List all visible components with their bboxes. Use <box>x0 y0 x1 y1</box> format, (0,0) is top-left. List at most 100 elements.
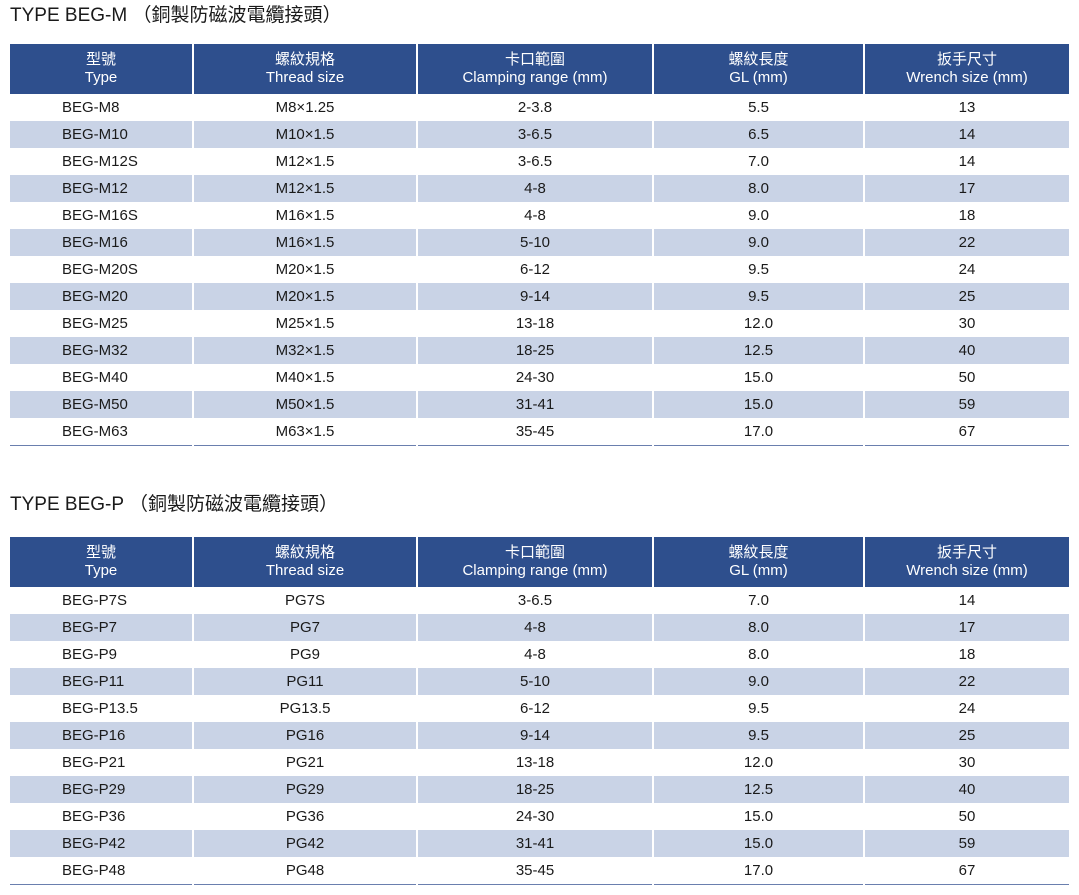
cell-thread-size: PG13.5 <box>192 695 418 722</box>
cell-wrench-size: 14 <box>863 587 1069 614</box>
cell-gl: 9.5 <box>652 695 865 722</box>
table-row: BEG-M16 M16×1.5 5-10 9.0 22 <box>10 229 1069 256</box>
section-title-beg-p: TYPE BEG-P （銅製防磁波電纜接頭） <box>10 494 338 515</box>
header-label-zh: 螺紋規格 <box>274 51 335 68</box>
cell-wrench-size: 18 <box>863 202 1069 229</box>
cell-gl: 5.5 <box>652 94 865 121</box>
table-row: BEG-M12 M12×1.5 4-8 8.0 17 <box>10 175 1069 202</box>
cell-type: BEG-P21 <box>10 749 194 776</box>
header-label-zh: 扳手尺寸 <box>936 544 997 561</box>
cell-gl: 8.0 <box>652 175 865 202</box>
cell-clamping-range: 9-14 <box>416 722 654 749</box>
header-row: 型號 Type 螺紋規格 Thread size 卡口範圍 Clamping range … <box>10 44 1069 94</box>
table-row: BEG-M10 M10×1.5 3-6.5 6.5 14 <box>10 121 1069 148</box>
cell-clamping-range: 18-25 <box>416 776 654 803</box>
cell-thread-size: M12×1.5 <box>192 148 418 175</box>
cell-thread-size: M50×1.5 <box>192 391 418 418</box>
column-header-wrench-size: 扳手尺寸 Wrench size (mm) <box>863 44 1069 94</box>
cell-gl: 7.0 <box>652 587 865 614</box>
cell-clamping-range: 5-10 <box>416 229 654 256</box>
cell-clamping-range: 4-8 <box>416 614 654 641</box>
cell-clamping-range: 4-8 <box>416 202 654 229</box>
cell-wrench-size: 17 <box>863 175 1069 202</box>
cell-type: BEG-P9 <box>10 641 194 668</box>
cell-gl: 15.0 <box>652 364 865 391</box>
cell-thread-size: M16×1.5 <box>192 229 418 256</box>
section-title-beg-m: TYPE BEG-M （銅製防磁波電纜接頭） <box>10 5 342 26</box>
cell-type: BEG-M20 <box>10 283 194 310</box>
cell-wrench-size: 59 <box>863 830 1069 857</box>
cell-gl: 12.0 <box>652 749 865 776</box>
cell-gl: 9.0 <box>652 668 865 695</box>
cell-type: BEG-P16 <box>10 722 194 749</box>
cell-thread-size: PG29 <box>192 776 418 803</box>
header-label-en: Clamping range (mm) <box>462 69 608 86</box>
cell-gl: 12.0 <box>652 310 865 337</box>
cell-wrench-size: 67 <box>863 418 1069 446</box>
cell-gl: 15.0 <box>652 830 865 857</box>
cell-thread-size: M32×1.5 <box>192 337 418 364</box>
cell-wrench-size: 59 <box>863 391 1069 418</box>
cell-type: BEG-M20S <box>10 256 194 283</box>
cell-clamping-range: 2-3.8 <box>416 94 654 121</box>
table-row: BEG-M63 M63×1.5 35-45 17.0 67 <box>10 418 1069 446</box>
table-row: BEG-P13.5 PG13.5 6-12 9.5 24 <box>10 695 1069 722</box>
cell-wrench-size: 22 <box>863 668 1069 695</box>
header-label-en: Thread size <box>265 69 345 86</box>
cell-type: BEG-M63 <box>10 418 194 446</box>
cell-clamping-range: 13-18 <box>416 310 654 337</box>
cell-type: BEG-M25 <box>10 310 194 337</box>
cell-gl: 9.5 <box>652 722 865 749</box>
spec-table-beg-m: 型號 Type 螺紋規格 Thread size 卡口範圍 Clamping range … <box>10 44 1069 446</box>
cell-type: BEG-M16 <box>10 229 194 256</box>
cell-thread-size: PG48 <box>192 857 418 885</box>
cell-wrench-size: 25 <box>863 722 1069 749</box>
cell-thread-size: M12×1.5 <box>192 175 418 202</box>
cell-gl: 6.5 <box>652 121 865 148</box>
header-label-zh: 型號 <box>85 51 116 68</box>
header-label-zh: 型號 <box>85 544 116 561</box>
cell-type: BEG-M32 <box>10 337 194 364</box>
header-label-zh: 螺紋長度 <box>728 544 789 561</box>
cell-wrench-size: 14 <box>863 148 1069 175</box>
cell-thread-size: M16×1.5 <box>192 202 418 229</box>
cell-thread-size: PG16 <box>192 722 418 749</box>
cell-gl: 12.5 <box>652 337 865 364</box>
cell-gl: 15.0 <box>652 391 865 418</box>
cell-wrench-size: 40 <box>863 337 1069 364</box>
cell-clamping-range: 31-41 <box>416 391 654 418</box>
table-row: BEG-P29 PG29 18-25 12.5 40 <box>10 776 1069 803</box>
column-header-clamping-range: 卡口範圍 Clamping range (mm) <box>416 44 654 94</box>
table-row: BEG-M16S M16×1.5 4-8 9.0 18 <box>10 202 1069 229</box>
table-row: BEG-M8 M8×1.25 2-3.8 5.5 13 <box>10 94 1069 121</box>
cell-wrench-size: 24 <box>863 256 1069 283</box>
cell-type: BEG-M50 <box>10 391 194 418</box>
cell-type: BEG-P29 <box>10 776 194 803</box>
cell-thread-size: PG36 <box>192 803 418 830</box>
table-row: BEG-M50 M50×1.5 31-41 15.0 59 <box>10 391 1069 418</box>
cell-thread-size: M20×1.5 <box>192 283 418 310</box>
table-row: BEG-M20S M20×1.5 6-12 9.5 24 <box>10 256 1069 283</box>
cell-type: BEG-M40 <box>10 364 194 391</box>
cell-clamping-range: 18-25 <box>416 337 654 364</box>
cell-clamping-range: 24-30 <box>416 364 654 391</box>
cell-clamping-range: 35-45 <box>416 418 654 446</box>
cell-thread-size: PG11 <box>192 668 418 695</box>
cell-thread-size: M10×1.5 <box>192 121 418 148</box>
cell-gl: 12.5 <box>652 776 865 803</box>
cell-type: BEG-M8 <box>10 94 194 121</box>
cell-type: BEG-P11 <box>10 668 194 695</box>
header-row: 型號 Type 螺紋規格 Thread size 卡口範圍 Clamping range … <box>10 537 1069 587</box>
header-label-en: Clamping range (mm) <box>462 562 608 579</box>
cell-thread-size: PG42 <box>192 830 418 857</box>
cell-gl: 7.0 <box>652 148 865 175</box>
cell-clamping-range: 31-41 <box>416 830 654 857</box>
column-header-wrench-size: 扳手尺寸 Wrench size (mm) <box>863 537 1069 587</box>
cell-gl: 17.0 <box>652 857 865 885</box>
cell-type: BEG-M16S <box>10 202 194 229</box>
cell-type: BEG-P7 <box>10 614 194 641</box>
column-header-gl: 螺紋長度 GL (mm) <box>652 44 865 94</box>
cell-type: BEG-P48 <box>10 857 194 885</box>
cell-wrench-size: 14 <box>863 121 1069 148</box>
table-row: BEG-M20 M20×1.5 9-14 9.5 25 <box>10 283 1069 310</box>
